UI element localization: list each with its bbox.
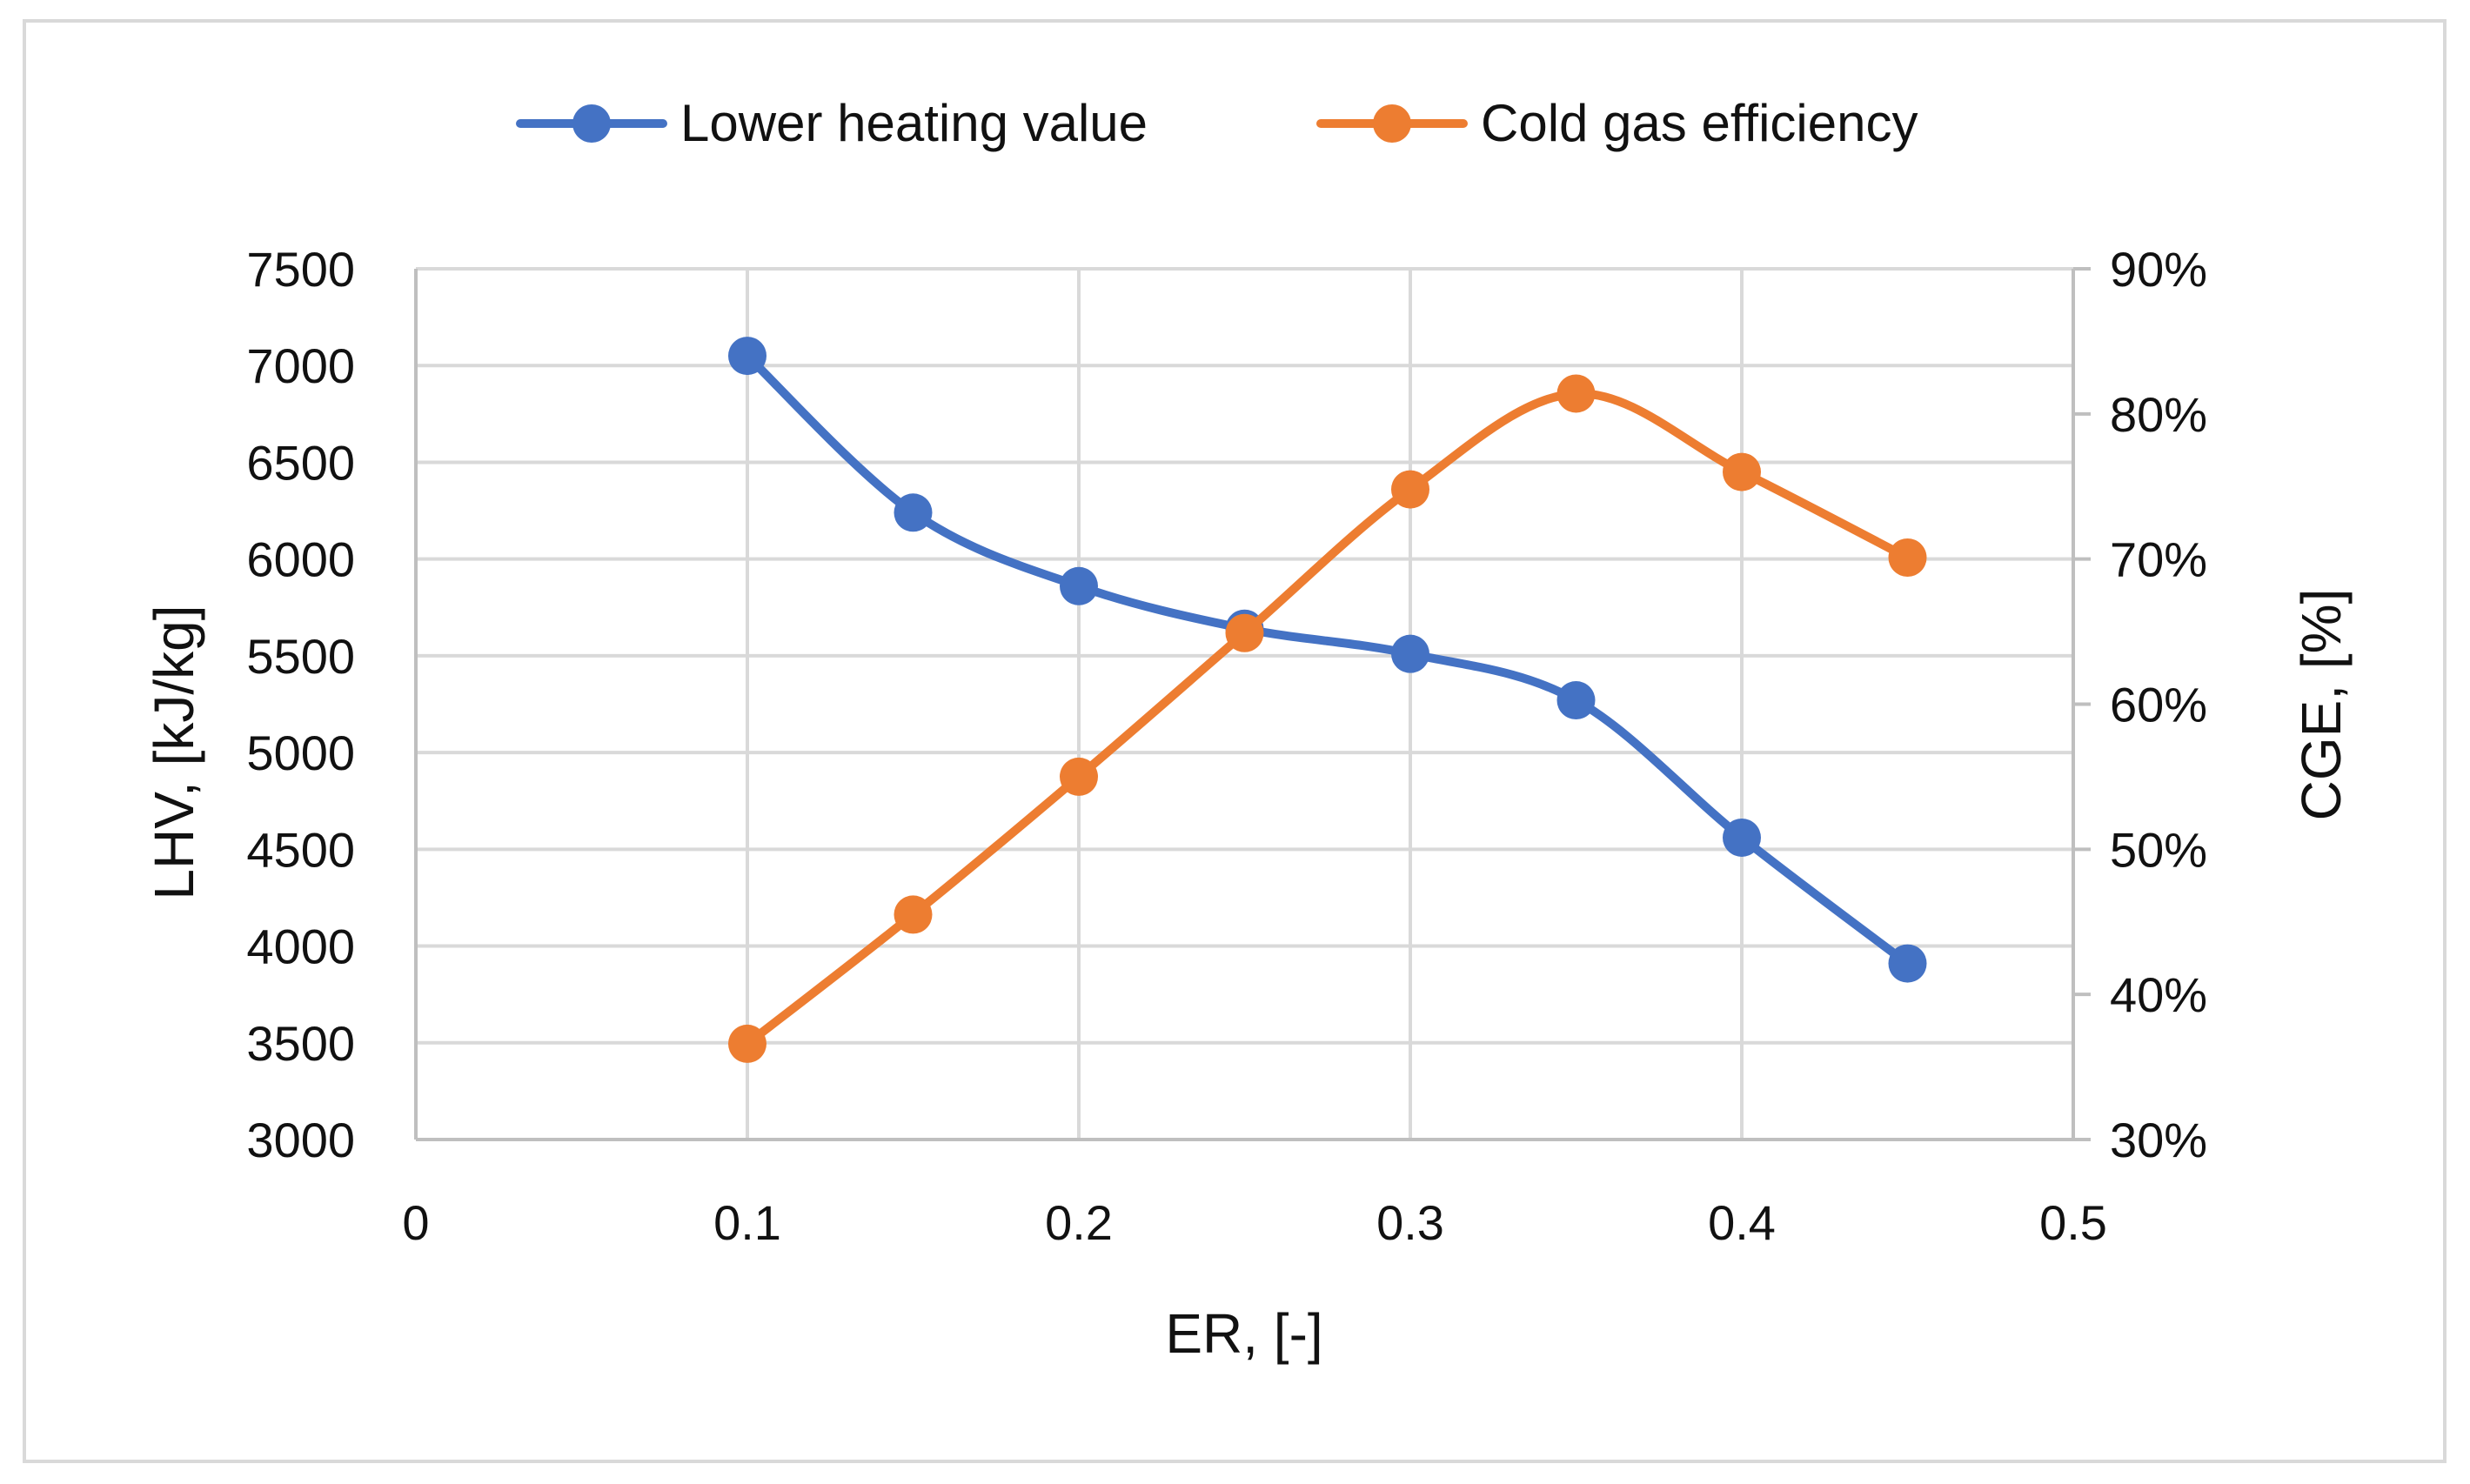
x-tick-label: 0.1 bbox=[713, 1195, 781, 1250]
tick-labels: 3000 3500 4000 4500 5000 5500 6000 6500 7000 7500… bbox=[246, 242, 2207, 1250]
series-lhv bbox=[728, 337, 1927, 983]
legend-marker-lhv bbox=[572, 104, 611, 143]
x-tick-label: 0.4 bbox=[1708, 1195, 1776, 1250]
data-point-cge bbox=[1888, 538, 1927, 577]
data-point-lhv bbox=[1556, 681, 1596, 720]
y-axis-title: LHV, [kJ/kg] bbox=[143, 605, 205, 899]
y2-tick-label: 50% bbox=[2110, 822, 2207, 877]
data-point-lhv bbox=[1060, 566, 1098, 605]
y-tick-label: 7000 bbox=[246, 338, 355, 393]
y2-tick-label: 40% bbox=[2110, 967, 2207, 1022]
legend-item-cge: Cold gas efficiency bbox=[1316, 94, 1918, 152]
data-point-cge bbox=[1391, 470, 1429, 509]
y-tick-label: 4500 bbox=[246, 822, 355, 877]
x-tick-label: 0.5 bbox=[2039, 1195, 2107, 1250]
y-tick-label: 3000 bbox=[246, 1113, 355, 1167]
series-layer bbox=[728, 337, 1927, 1063]
y2-tick-label: 30% bbox=[2110, 1113, 2207, 1167]
series-line-cge bbox=[743, 389, 1912, 1048]
data-point-lhv bbox=[1391, 634, 1429, 673]
x-tick-label: 0.3 bbox=[1376, 1195, 1444, 1250]
x-tick-label: 0 bbox=[402, 1195, 429, 1250]
y2-tick-label: 70% bbox=[2110, 532, 2207, 587]
data-point-lhv bbox=[1723, 818, 1761, 857]
y-tick-label: 6000 bbox=[246, 532, 355, 587]
data-point-cge bbox=[1060, 757, 1098, 796]
legend: Lower heating value Cold gas efficiency bbox=[516, 94, 1918, 152]
y-tick-label: 7500 bbox=[246, 242, 355, 297]
legend-marker-cge bbox=[1373, 104, 1411, 143]
data-point-cge bbox=[1225, 613, 1264, 652]
gridlines bbox=[416, 267, 2073, 1140]
legend-item-lhv: Lower heating value bbox=[516, 94, 1148, 152]
x-tick-label: 0.2 bbox=[1045, 1195, 1113, 1250]
axes bbox=[414, 267, 2091, 1141]
data-point-cge bbox=[728, 1024, 766, 1063]
legend-label-lhv: Lower heating value bbox=[680, 94, 1148, 152]
y2-tick-label: 80% bbox=[2110, 387, 2207, 442]
y2-axis-title: CGE, [%] bbox=[2290, 589, 2353, 821]
y-tick-label: 5500 bbox=[246, 629, 355, 684]
data-point-lhv bbox=[894, 493, 933, 532]
legend-label-cge: Cold gas efficiency bbox=[1481, 94, 1918, 152]
y2-tick-label: 90% bbox=[2110, 242, 2207, 297]
data-point-cge bbox=[1723, 452, 1761, 491]
y-tick-label: 3500 bbox=[246, 1016, 355, 1071]
y-tick-label: 6500 bbox=[246, 435, 355, 490]
y2-tick-label: 60% bbox=[2110, 678, 2207, 732]
x-axis-title: ER, [-] bbox=[1165, 1302, 1322, 1365]
data-point-cge bbox=[1556, 374, 1596, 413]
series-cge bbox=[728, 374, 1927, 1063]
data-point-lhv bbox=[728, 337, 766, 376]
y-tick-label: 4000 bbox=[246, 919, 355, 974]
chart-border bbox=[23, 19, 2447, 1463]
data-point-lhv bbox=[1888, 944, 1927, 983]
data-point-cge bbox=[894, 895, 933, 934]
y-tick-label: 5000 bbox=[246, 725, 355, 780]
